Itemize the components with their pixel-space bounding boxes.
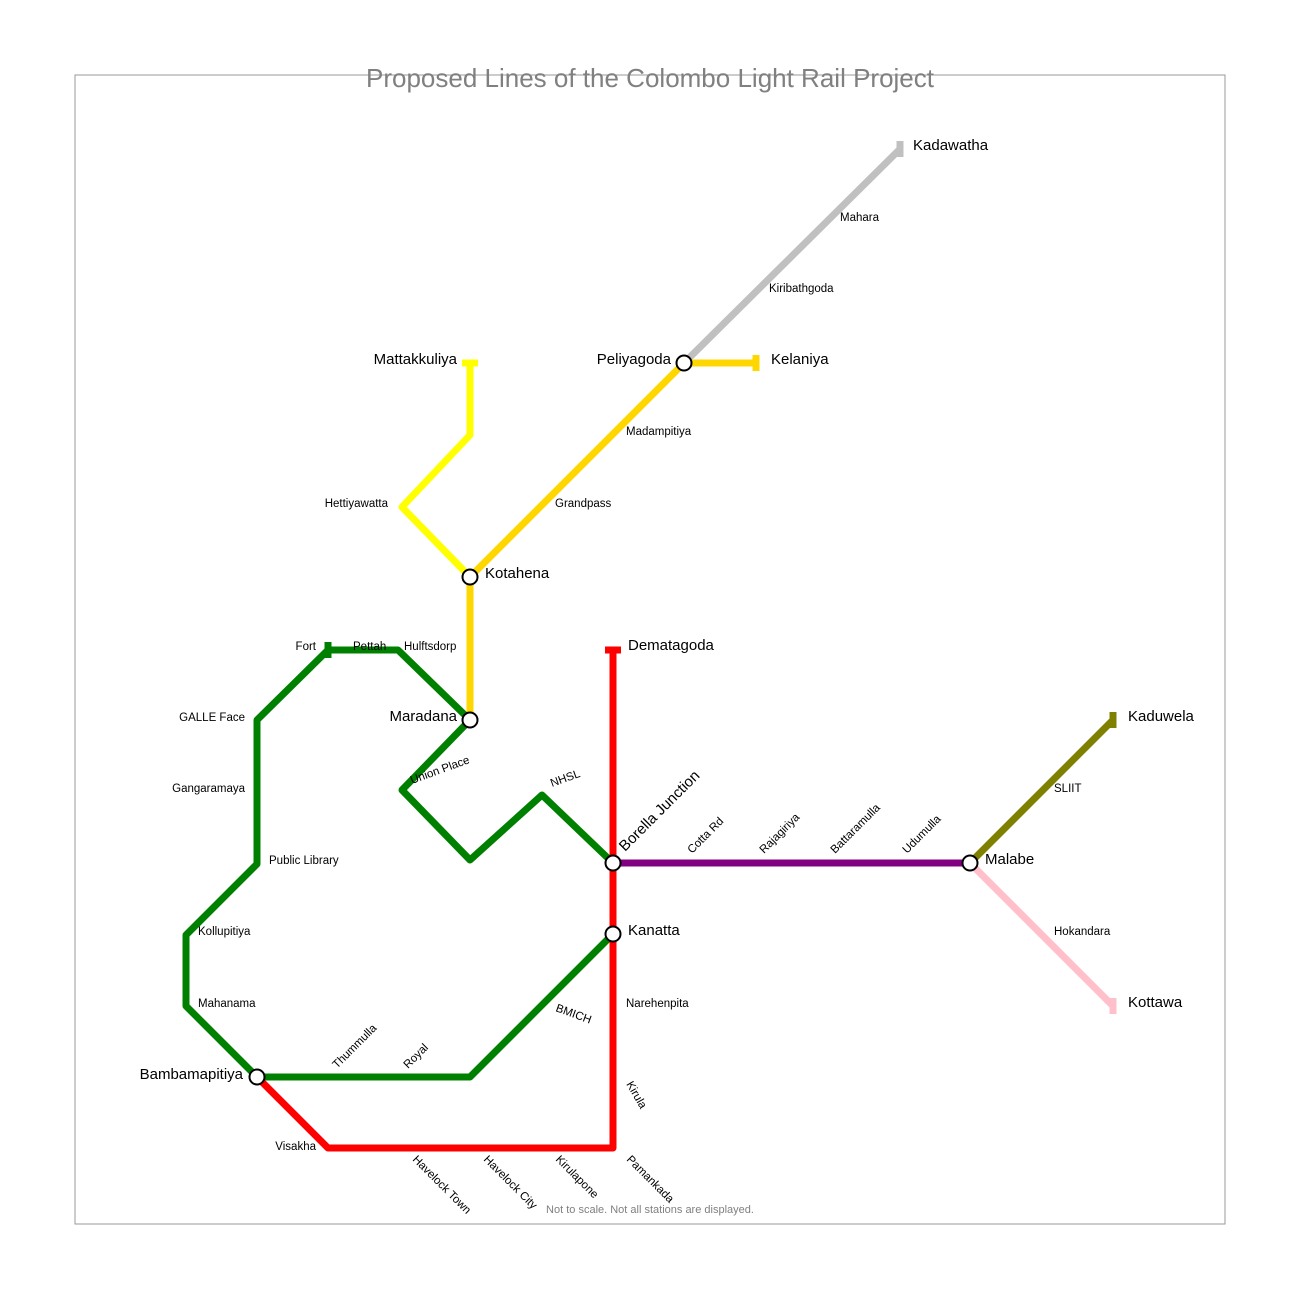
hokandara-label: Hokandara xyxy=(1054,926,1111,938)
sliit-label: SLIIT xyxy=(1054,783,1081,795)
battaramulla-label: Battaramulla xyxy=(829,802,884,857)
maradana-interchange-marker[interactable] xyxy=(461,711,479,729)
gold-line xyxy=(466,359,688,724)
kadawatha-label: Kadawatha xyxy=(913,137,989,154)
mahara-label: Mahara xyxy=(840,212,880,224)
olive-line-path xyxy=(966,716,1117,867)
peliyagoda-label: Peliyagoda xyxy=(597,351,672,368)
thummulla-label: Thummulla xyxy=(331,1022,380,1071)
map-title: Proposed Lines of the Colombo Light Rail… xyxy=(366,63,935,93)
kirulapone-label: Kirulapone xyxy=(553,1154,600,1201)
kaduwela-label: Kaduwela xyxy=(1128,708,1195,725)
kanatta-label: Kanatta xyxy=(628,922,680,939)
grey-line xyxy=(680,141,904,367)
havelock-town-label: Havelock Town xyxy=(410,1154,473,1217)
udumulla-label: Udumulla xyxy=(901,813,944,856)
grandpass-label: Grandpass xyxy=(555,498,612,510)
madampitiya-label: Madampitiya xyxy=(626,426,692,438)
galle-face-label: GALLE Face xyxy=(179,712,245,724)
red-line xyxy=(253,646,621,1152)
grey-line-path xyxy=(680,145,904,367)
peliyagoda-interchange-marker[interactable] xyxy=(675,354,693,372)
olive-line xyxy=(966,712,1117,867)
mattakkuliya-label: Mattakkuliya xyxy=(374,351,458,368)
yellow-line xyxy=(398,359,478,581)
pink-line xyxy=(966,859,1117,1014)
cotta-rd-label: Cotta Rd xyxy=(686,816,727,857)
gold-line-stub xyxy=(680,355,760,371)
major-labels: Kadawatha Kelaniya Peliyagoda Mattakkuli… xyxy=(140,137,1195,1083)
kiribathgoda-label: Kiribathgoda xyxy=(769,283,834,295)
malabe-interchange-marker[interactable] xyxy=(961,854,979,872)
bambamapitiya-interchange-marker[interactable] xyxy=(248,1068,266,1086)
bmich-label: BMICH xyxy=(554,1003,593,1027)
royal-label: Royal xyxy=(402,1042,431,1071)
kelaniya-label: Kelaniya xyxy=(771,351,829,368)
kotahena-interchange-marker[interactable] xyxy=(461,568,479,586)
mahanama-label: Mahanama xyxy=(198,998,256,1010)
rajagiriya-label: Rajagiriya xyxy=(758,811,803,856)
gangaramaya-label: Gangaramaya xyxy=(172,783,245,795)
scale-note: Not to scale. Not all stations are displ… xyxy=(546,1204,754,1216)
pink-line-path xyxy=(966,859,1117,1010)
gold-line-path xyxy=(466,359,688,724)
hulftsdorp-label: Hulftsdorp xyxy=(404,641,456,653)
maradana-label: Maradana xyxy=(389,708,457,725)
public-library-label: Public Library xyxy=(269,855,339,867)
bambamapitiya-label: Bambamapitiya xyxy=(140,1066,244,1083)
fort-label: Fort xyxy=(296,641,317,653)
dematagoda-label: Dematagoda xyxy=(628,637,715,654)
kotahena-label: Kotahena xyxy=(485,565,550,582)
pamankada-label: Pamankada xyxy=(624,1154,676,1206)
pettah-label: Pettah xyxy=(353,641,386,653)
borella-junction-interchange-marker[interactable] xyxy=(604,854,622,872)
kanatta-interchange-marker[interactable] xyxy=(604,925,622,943)
kollupitiya-label: Kollupitiya xyxy=(198,926,251,938)
kottawa-label: Kottawa xyxy=(1128,994,1183,1011)
malabe-label: Malabe xyxy=(985,851,1034,868)
map-frame xyxy=(74,74,1226,1225)
yellow-line-path xyxy=(398,359,474,581)
kirula-label: Kirula xyxy=(623,1080,648,1112)
narehenpita-label: Narehenpita xyxy=(626,998,689,1010)
red-line-path xyxy=(253,646,617,1152)
hettiyawatta-label: Hettiyawatta xyxy=(325,498,389,510)
visakha-label: Visakha xyxy=(275,1141,316,1153)
interchange-markers xyxy=(248,354,979,1086)
havelock-city-label: Havelock City xyxy=(481,1154,539,1212)
nhsl-label: NHSL xyxy=(549,768,582,790)
